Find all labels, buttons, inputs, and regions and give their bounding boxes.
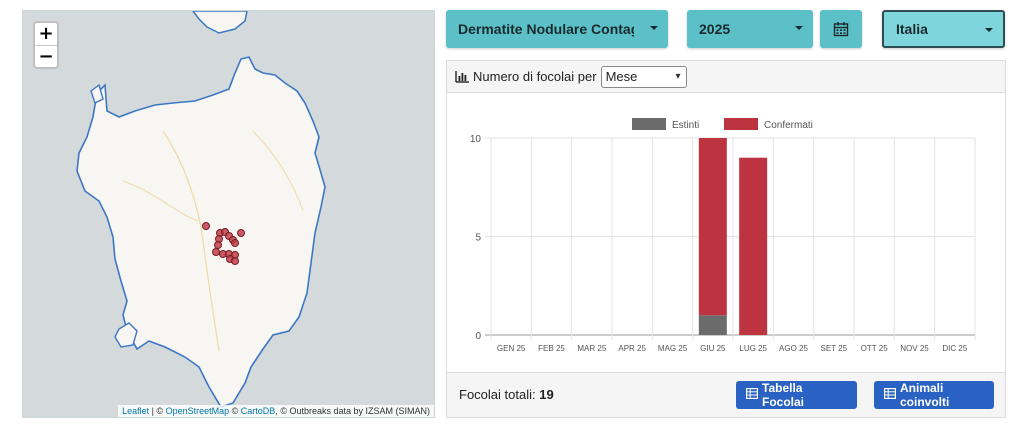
disease-dropdown[interactable]: Dermatite Nodulare Contagiosa (446, 10, 668, 48)
disease-dropdown-label: Dermatite Nodulare Contagiosa (458, 21, 634, 37)
x-tick-label: LUG 25 (739, 344, 767, 353)
x-tick-label: FEB 25 (538, 344, 565, 353)
animals-involved-button[interactable]: Animali coinvolti (874, 381, 994, 409)
outbreak-marker (214, 241, 222, 249)
chart-panel-title: Numero di focolai per (473, 69, 597, 84)
total-outbreaks-label: Focolai totali: (459, 387, 536, 402)
road-west (122, 180, 199, 222)
y-tick-label: 0 (475, 331, 481, 342)
x-tick-label: GEN 25 (497, 344, 526, 353)
road-east (252, 130, 304, 212)
x-tick-label: NOV 25 (900, 344, 929, 353)
outbreaks-chart-panel: Numero di focolai per Mese ▾ 0 5 10 GEN 25 F… (446, 60, 1006, 418)
monthly-outbreaks-chart: 0 5 10 GEN 25 FEB 25 MAR 25 APR 25 MAG 25 GIU 25… (470, 118, 976, 353)
x-tick-label: MAR 25 (577, 344, 606, 353)
calendar-button[interactable] (820, 10, 862, 48)
zoom-in-button[interactable]: + (38, 23, 54, 44)
leaflet-link[interactable]: Leaflet (122, 406, 150, 416)
chevron-down-icon (650, 26, 658, 30)
country-dropdown[interactable]: Italia (882, 10, 1005, 48)
y-tick-label: 5 (475, 233, 481, 244)
zoom-control: + − (33, 21, 59, 69)
attribution-text: , © Outbreaks data by IZSAM (SIMAN) (275, 406, 430, 416)
osm-link[interactable]: OpenStreetMap (165, 406, 230, 416)
legend-label-estinti: Estinti (672, 120, 699, 131)
x-tick-label: AGO 25 (779, 344, 808, 353)
legend-swatch-confermati (724, 118, 758, 130)
map-attribution: Leaflet | © OpenStreetMap © CartoDB, © O… (118, 405, 434, 417)
table-icon (746, 388, 759, 402)
corsica-land (192, 11, 248, 34)
bar-estinti (698, 315, 727, 335)
outbreak-markers (202, 222, 245, 265)
period-select-value: Mese (605, 69, 638, 84)
outbreak-marker (231, 239, 239, 247)
outbreak-marker (231, 257, 239, 265)
outbreak-marker (202, 222, 210, 230)
x-tick-label: MAG 25 (658, 344, 688, 353)
map-canvas[interactable] (23, 11, 435, 418)
total-outbreaks: Focolai totali: 19 (459, 387, 554, 402)
sardinia-land (76, 56, 326, 408)
carto-link[interactable]: CartoDB (240, 406, 276, 416)
legend-swatch-estinti (632, 118, 666, 130)
animals-involved-button-label: Animali coinvolti (900, 381, 950, 409)
total-outbreaks-value: 19 (539, 387, 554, 402)
chevron-down-icon (985, 28, 993, 32)
country-dropdown-label: Italia (896, 21, 928, 37)
attribution-separator: | © (149, 406, 166, 416)
attribution-separator: © (229, 406, 241, 416)
calendar-icon (833, 22, 849, 37)
x-tick-label: DIC 25 (942, 344, 967, 353)
x-tick-label: GIU 25 (700, 344, 726, 353)
zoom-out-button[interactable]: − (35, 45, 57, 67)
outbreak-map[interactable]: + − Leaflet | © OpenStreetMap © CartoDB,… (22, 10, 435, 418)
sant-antioco-island (114, 322, 138, 348)
x-tick-label: SET 25 (821, 344, 848, 353)
road-main (162, 130, 220, 352)
x-tick-label: OTT 25 (861, 344, 889, 353)
bar-confermati (739, 157, 768, 335)
bar-chart-icon (455, 70, 469, 83)
chart-panel-header: Numero di focolai per Mese ▾ (447, 61, 1005, 93)
table-icon (884, 388, 897, 402)
chart-panel-footer: Focolai totali: 19 Tabella Focolai Anima… (447, 372, 1005, 417)
outbreak-marker (237, 229, 245, 237)
y-tick-label: 10 (470, 134, 482, 145)
year-dropdown[interactable]: 2025 (687, 10, 813, 48)
period-select[interactable]: Mese ▾ (600, 65, 687, 88)
x-tick-label: APR 25 (618, 344, 646, 353)
year-dropdown-label: 2025 (699, 21, 731, 37)
chevron-down-icon: ▾ (675, 70, 681, 82)
asinara-island (90, 83, 104, 104)
legend-label-confermati: Confermati (764, 120, 813, 131)
outbreak-marker (212, 248, 220, 256)
chevron-down-icon (795, 26, 803, 30)
bar-confermati (698, 138, 727, 316)
outbreaks-table-button[interactable]: Tabella Focolai (736, 381, 857, 409)
outbreaks-table-button-label: Tabella Focolai (762, 381, 805, 409)
